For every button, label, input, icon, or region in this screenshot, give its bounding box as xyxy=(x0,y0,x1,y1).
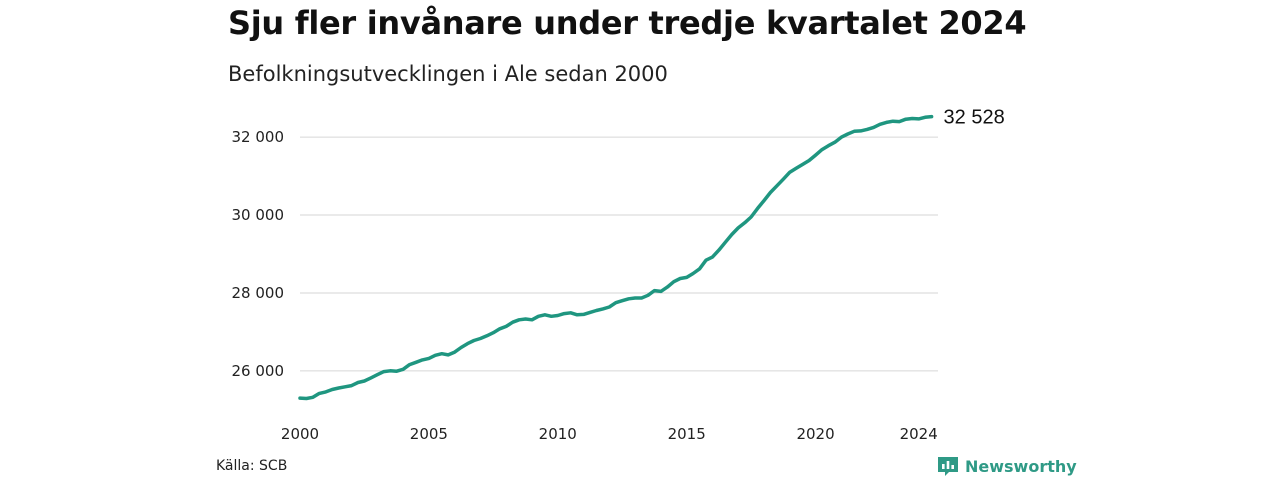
x-tick-label: 2015 xyxy=(668,425,706,443)
x-tick-label: 2024 xyxy=(900,425,938,443)
x-axis-tick-labels: 2000 2005 2010 2015 2020 2024 xyxy=(281,425,938,443)
chart-title: Sju fler invånare under tredje kvartalet… xyxy=(228,4,1027,42)
gridlines xyxy=(300,136,938,372)
y-tick-label: 26 000 xyxy=(232,362,285,380)
y-tick-label: 30 000 xyxy=(232,206,285,224)
x-tick-label: 2020 xyxy=(796,425,834,443)
y-axis-tick-labels: 26 000 28 000 30 000 32 000 xyxy=(232,128,285,380)
y-tick-label: 28 000 xyxy=(232,284,285,302)
y-tick-label: 32 000 xyxy=(232,128,285,146)
x-tick-label: 2010 xyxy=(539,425,577,443)
population-line xyxy=(298,114,934,401)
newsworthy-brand[interactable]: Newsworthy xyxy=(937,455,1077,477)
brand-name: Newsworthy xyxy=(965,456,1077,476)
end-value-label: 32 528 xyxy=(944,107,1005,129)
newsworthy-logo-icon xyxy=(938,457,958,476)
chart-subtitle: Befolkningsutvecklingen i Ale sedan 2000 xyxy=(228,62,668,86)
source-note: Källa: SCB xyxy=(216,458,288,474)
x-tick-label: 2000 xyxy=(281,425,319,443)
x-tick-label: 2005 xyxy=(410,425,448,443)
